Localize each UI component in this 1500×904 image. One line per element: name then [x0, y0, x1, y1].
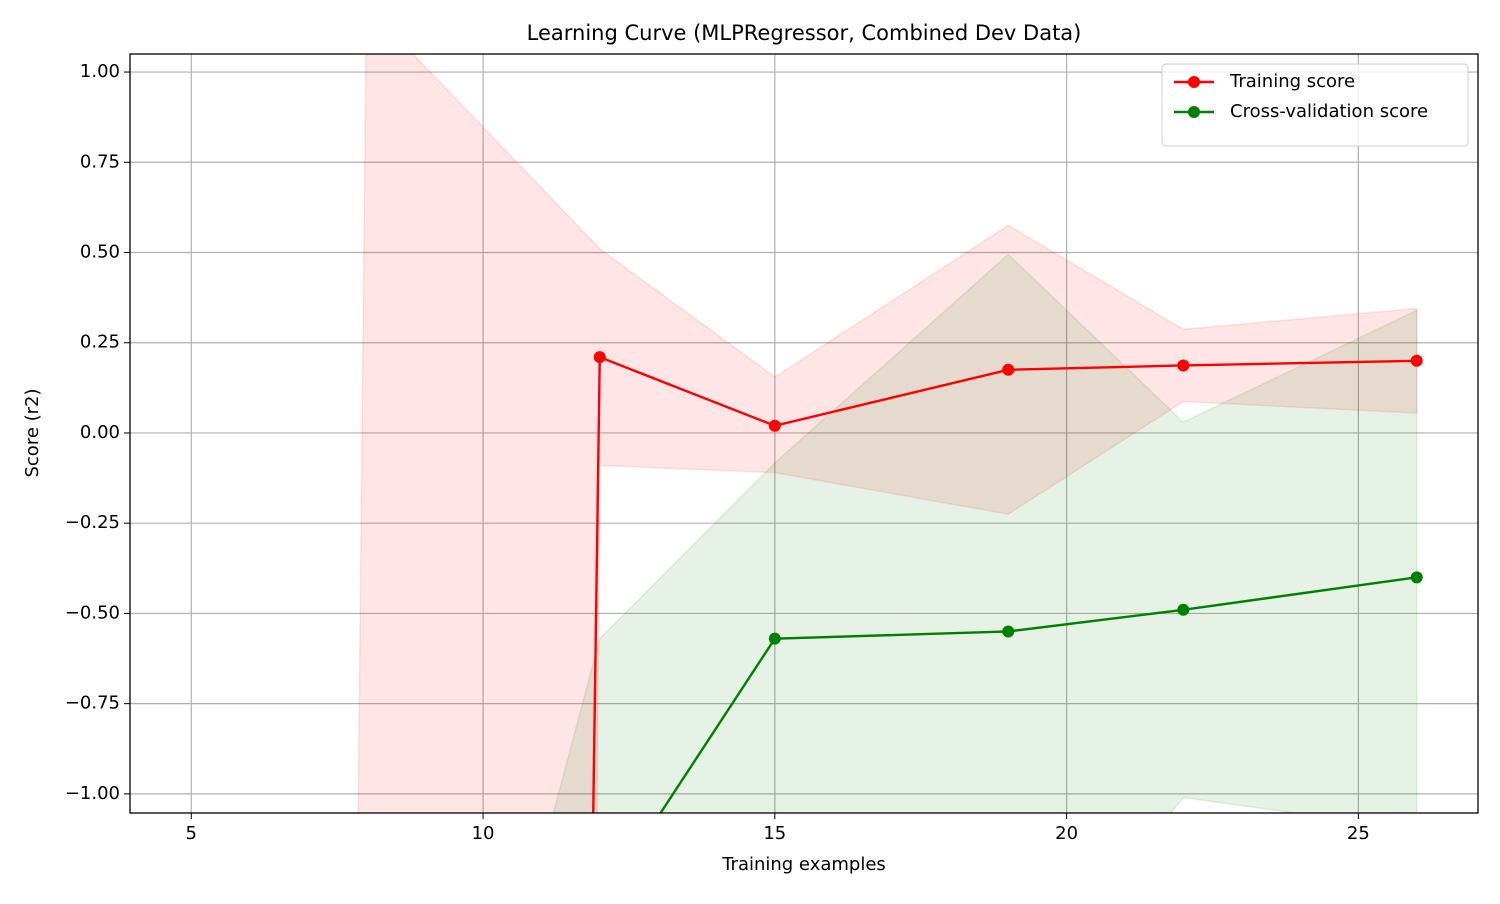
legend: Training score Cross-validation score	[1162, 64, 1468, 146]
legend-label: Cross-validation score	[1230, 101, 1428, 122]
legend-marker	[1188, 76, 1200, 88]
y-tick-label: 1.00	[80, 61, 120, 82]
y-tick-label: 0.00	[80, 422, 120, 443]
x-tick-label: 20	[1055, 823, 1078, 844]
x-tick-label: 25	[1347, 823, 1370, 844]
y-tick-label: 0.75	[80, 151, 120, 172]
y-tick-label: 0.50	[80, 242, 120, 263]
point	[1411, 355, 1423, 367]
y-tick-label: −1.00	[65, 783, 120, 804]
x-axis-label: Training examples	[721, 854, 886, 875]
y-tick-label: −0.75	[65, 693, 120, 714]
y-tick-label: −0.50	[65, 602, 120, 623]
y-tick-label: −0.25	[65, 512, 120, 533]
point	[1411, 571, 1423, 583]
legend-marker	[1188, 106, 1200, 118]
point	[1002, 625, 1014, 637]
x-tick-label: 15	[763, 823, 786, 844]
y-tick-label: 0.25	[80, 332, 120, 353]
chart-title: Learning Curve (MLPRegressor, Combined D…	[527, 21, 1082, 45]
legend-label: Training score	[1229, 71, 1355, 92]
point	[1177, 359, 1189, 371]
point	[1002, 364, 1014, 376]
point	[769, 633, 781, 645]
x-tick-label: 10	[472, 823, 495, 844]
point	[594, 351, 606, 363]
point	[769, 420, 781, 432]
x-tick-label: 5	[186, 823, 197, 844]
y-axis-label: Score (r2)	[22, 388, 43, 477]
point	[1177, 604, 1189, 616]
